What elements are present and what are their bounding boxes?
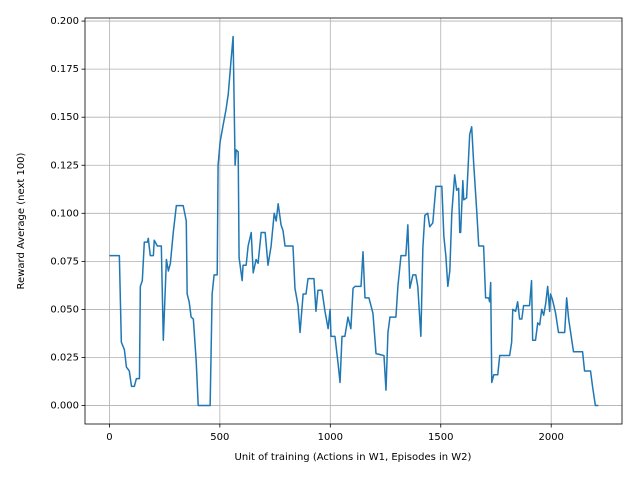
y-tick-label: 0.000 bbox=[50, 401, 79, 412]
y-tick-label: 0.050 bbox=[50, 304, 79, 315]
x-tick-label: 0 bbox=[106, 432, 112, 443]
x-axis-label: Unit of training (Actions in W1, Episode… bbox=[235, 452, 472, 463]
y-axis-label: Reward Average (next 100) bbox=[16, 152, 27, 289]
y-tick-label: 0.075 bbox=[50, 256, 79, 267]
y-tick-label: 0.150 bbox=[50, 112, 79, 123]
y-tick-label: 0.100 bbox=[50, 208, 79, 219]
y-tick-label: 0.025 bbox=[50, 352, 79, 363]
plot-frame bbox=[84, 17, 623, 425]
x-tick-label: 2000 bbox=[538, 432, 563, 443]
y-tick-label: 0.175 bbox=[50, 64, 79, 75]
x-tick-label: 1000 bbox=[318, 432, 343, 443]
y-tick-label: 0.125 bbox=[50, 160, 79, 171]
x-tick-label: 1500 bbox=[428, 432, 453, 443]
x-tick-label: 500 bbox=[210, 432, 229, 443]
y-tick-label: 0.200 bbox=[50, 16, 79, 27]
data-line bbox=[109, 35, 599, 407]
